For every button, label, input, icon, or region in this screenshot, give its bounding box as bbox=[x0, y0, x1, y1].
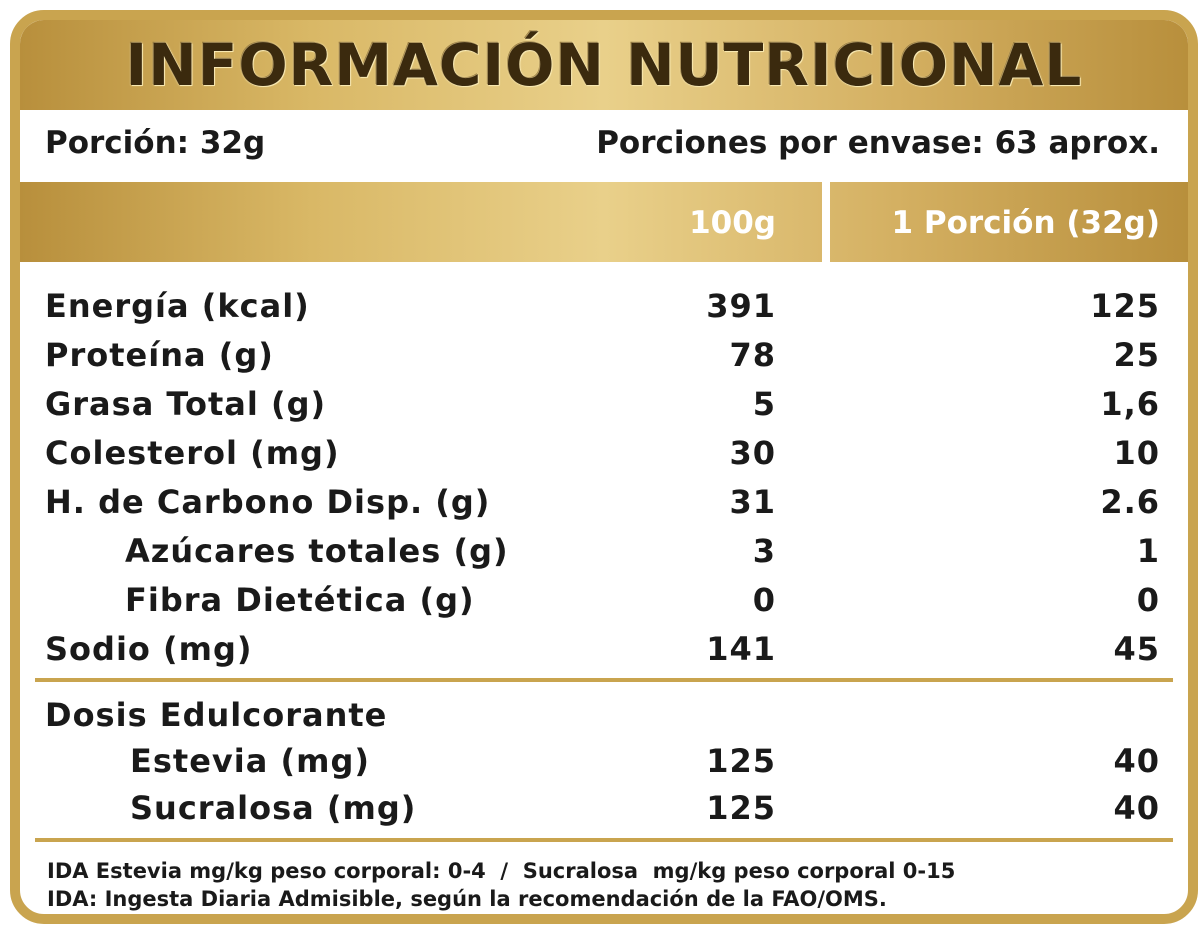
row: Azúcares totales (g) 3 1 bbox=[20, 532, 1188, 580]
row-label: H. de Carbono Disp. (g) bbox=[45, 483, 491, 521]
cell: 141 bbox=[706, 630, 776, 668]
section-title: Dosis Edulcorante bbox=[20, 696, 1188, 744]
cell: 30 bbox=[729, 434, 776, 472]
cell: 391 bbox=[706, 287, 776, 325]
row: Grasa Total (g) 5 1,6 bbox=[20, 385, 1188, 433]
divider bbox=[35, 678, 1173, 682]
cell: 78 bbox=[729, 336, 776, 374]
cell: 45 bbox=[1113, 630, 1160, 668]
footnote: IDA: Ingesta Diaria Admisible, según la … bbox=[47, 887, 887, 911]
row-label: Energía (kcal) bbox=[45, 287, 310, 325]
row: Sodio (mg) 141 45 bbox=[20, 630, 1188, 678]
row-label: Colesterol (mg) bbox=[45, 434, 340, 472]
column-header: 1 Porción (32g) bbox=[891, 205, 1161, 241]
row-label: Estevia (mg) bbox=[130, 742, 370, 780]
row: Proteína (g) 78 25 bbox=[20, 336, 1188, 384]
cell: 25 bbox=[1113, 336, 1160, 374]
servings-per-container: Porciones por envase: 63 aprox. bbox=[596, 125, 1160, 161]
row: Energía (kcal) 391 125 bbox=[20, 287, 1188, 335]
title: INFORMACIÓN NUTRICIONAL bbox=[125, 31, 1083, 99]
row-label: Fibra Dietética (g) bbox=[125, 581, 475, 619]
title-band: INFORMACIÓN NUTRICIONAL bbox=[20, 20, 1188, 110]
section-title-text: Dosis Edulcorante bbox=[45, 696, 388, 734]
cell: 2.6 bbox=[1100, 483, 1160, 521]
row: Colesterol (mg) 30 10 bbox=[20, 434, 1188, 482]
row: Fibra Dietética (g) 0 0 bbox=[20, 581, 1188, 629]
row: Sucralosa (mg) 125 40 bbox=[20, 789, 1188, 837]
cell: 0 bbox=[752, 581, 776, 619]
cell: 31 bbox=[729, 483, 776, 521]
cell: 3 bbox=[752, 532, 776, 570]
row-label: Grasa Total (g) bbox=[45, 385, 327, 423]
column-header-band bbox=[20, 182, 1188, 262]
footnote: IDA Estevia mg/kg peso corporal: 0-4 / S… bbox=[47, 859, 956, 883]
nutrition-label: INFORMACIÓN NUTRICIONAL Porción: 32g Por… bbox=[10, 10, 1198, 924]
row-label: Proteína (g) bbox=[45, 336, 274, 374]
cell: 10 bbox=[1113, 434, 1160, 472]
column-header: 100g bbox=[689, 205, 776, 241]
row-label: Azúcares totales (g) bbox=[125, 532, 509, 570]
cell: 1,6 bbox=[1100, 385, 1160, 423]
row: H. de Carbono Disp. (g) 31 2.6 bbox=[20, 483, 1188, 531]
row: Estevia (mg) 125 40 bbox=[20, 742, 1188, 790]
cell: 5 bbox=[752, 385, 776, 423]
cell: 0 bbox=[1136, 581, 1160, 619]
cell: 40 bbox=[1113, 789, 1160, 827]
cell: 125 bbox=[706, 789, 776, 827]
row-label: Sodio (mg) bbox=[45, 630, 253, 668]
serving-size: Porción: 32g bbox=[45, 125, 266, 161]
column-separator bbox=[822, 182, 830, 262]
row-label: Sucralosa (mg) bbox=[130, 789, 417, 827]
cell: 125 bbox=[706, 742, 776, 780]
divider bbox=[35, 838, 1173, 842]
cell: 125 bbox=[1090, 287, 1160, 325]
cell: 1 bbox=[1136, 532, 1160, 570]
cell: 40 bbox=[1113, 742, 1160, 780]
